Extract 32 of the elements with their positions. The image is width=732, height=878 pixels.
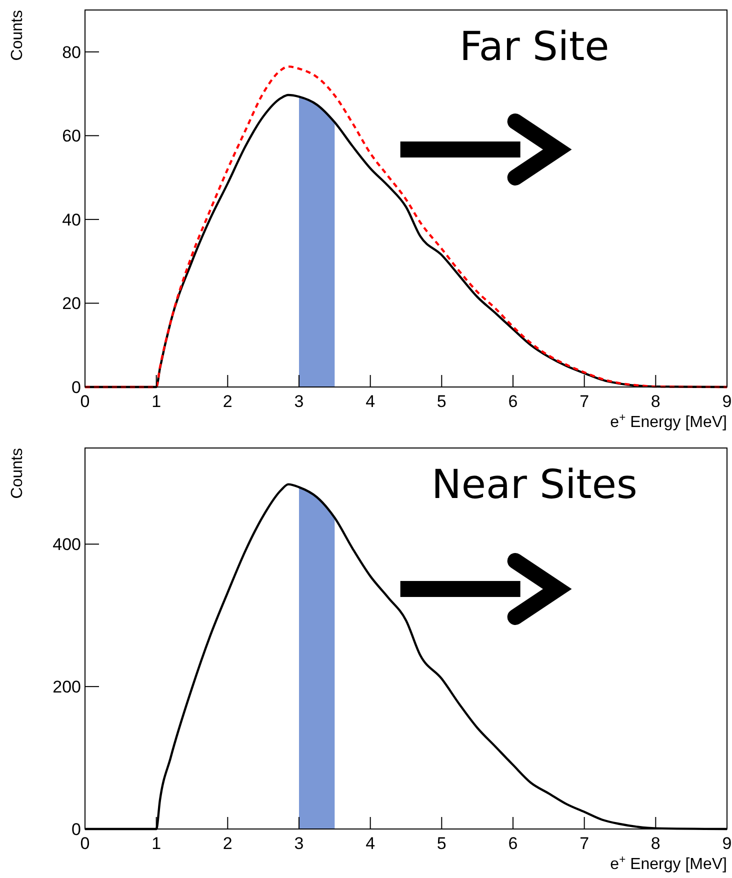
x-tick-label: 5 — [436, 834, 446, 853]
y-tick-label: 20 — [62, 294, 81, 314]
x-tick-label: 8 — [650, 834, 660, 853]
x-tick-label: 9 — [722, 834, 732, 853]
x-tick-label: 9 — [722, 392, 732, 411]
x-tick-label: 4 — [366, 392, 376, 411]
x-tick-label: 7 — [580, 392, 590, 411]
x-tick-label: 5 — [436, 392, 446, 411]
y-tick-label: 0 — [72, 820, 81, 839]
y-tick-label: 80 — [62, 42, 81, 62]
chart-title: Near Sites — [431, 462, 638, 508]
y-tick-label: 0 — [72, 378, 81, 397]
x-tick-label: 1 — [152, 834, 162, 853]
x-tick-label: 3 — [294, 392, 304, 411]
x-tick-label: 6 — [508, 834, 518, 853]
y-tick-label: 400 — [52, 535, 81, 554]
x-tick-label: 8 — [650, 392, 660, 411]
y-tick-label: 200 — [52, 678, 81, 697]
x-tick-label: 4 — [366, 834, 376, 853]
y-tick-label: 40 — [62, 210, 81, 230]
x-axis-title: e$^{+}$ Energy [MeV] — [610, 854, 727, 873]
x-tick-label: 6 — [508, 392, 518, 411]
y-tick-label: 60 — [62, 126, 81, 146]
x-tick-label: 2 — [222, 834, 232, 853]
y-axis-title: Counts — [9, 10, 26, 61]
x-axis-title: e$^{+}$ Energy [MeV] — [610, 412, 727, 431]
x-tick-label: 3 — [294, 834, 304, 853]
chart-title: Far Site — [459, 24, 610, 70]
x-tick-label: 1 — [152, 392, 162, 411]
x-tick-label: 2 — [222, 392, 232, 411]
x-tick-label: 7 — [580, 834, 590, 853]
y-axis-title: Counts — [9, 448, 26, 499]
